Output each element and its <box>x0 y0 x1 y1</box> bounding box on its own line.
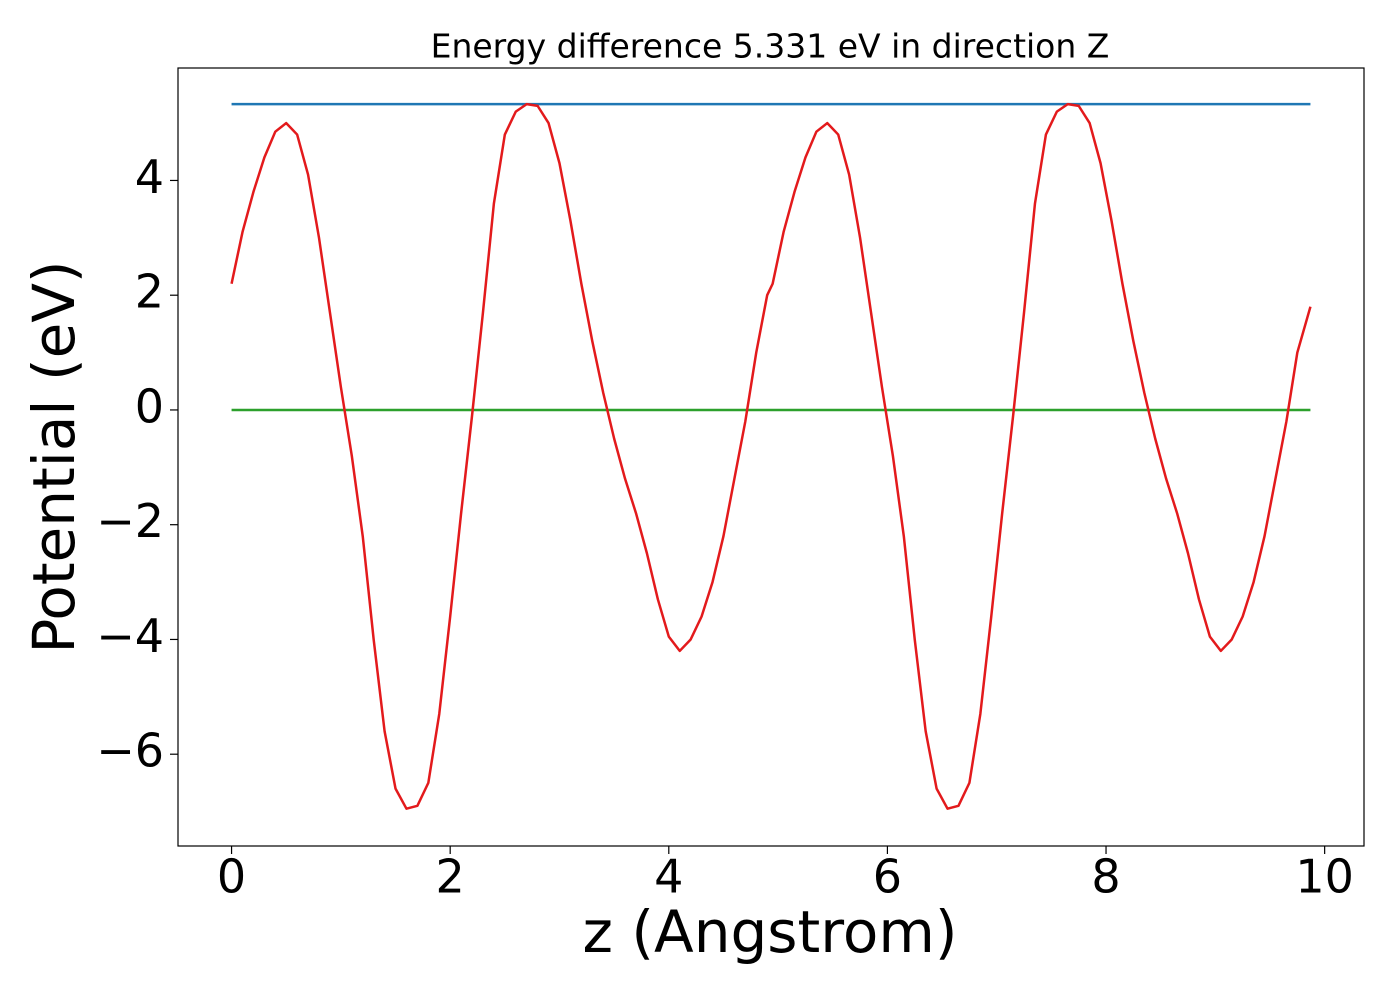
x-tick-label: 8 <box>1091 850 1120 904</box>
x-tick-label: 6 <box>873 850 902 904</box>
x-tick-label: 4 <box>654 850 683 904</box>
x-axis-label: z (Angstrom) <box>583 898 958 966</box>
y-tick-label: −4 <box>96 609 164 663</box>
y-tick-label: 4 <box>135 150 164 204</box>
x-tick-label: 0 <box>217 850 246 904</box>
y-tick-label: −6 <box>96 724 164 778</box>
y-axis-label: Potential (eV) <box>20 260 88 653</box>
y-tick-label: 0 <box>135 379 164 433</box>
plot-frame <box>177 67 1365 847</box>
x-tick-label: 10 <box>1295 850 1354 904</box>
x-tick-label: 2 <box>436 850 465 904</box>
y-tick-label: 2 <box>135 265 164 319</box>
chart-title: Energy difference 5.331 eV in direction … <box>431 27 1110 66</box>
y-tick-label: −2 <box>96 494 164 548</box>
data-line <box>230 102 1312 810</box>
